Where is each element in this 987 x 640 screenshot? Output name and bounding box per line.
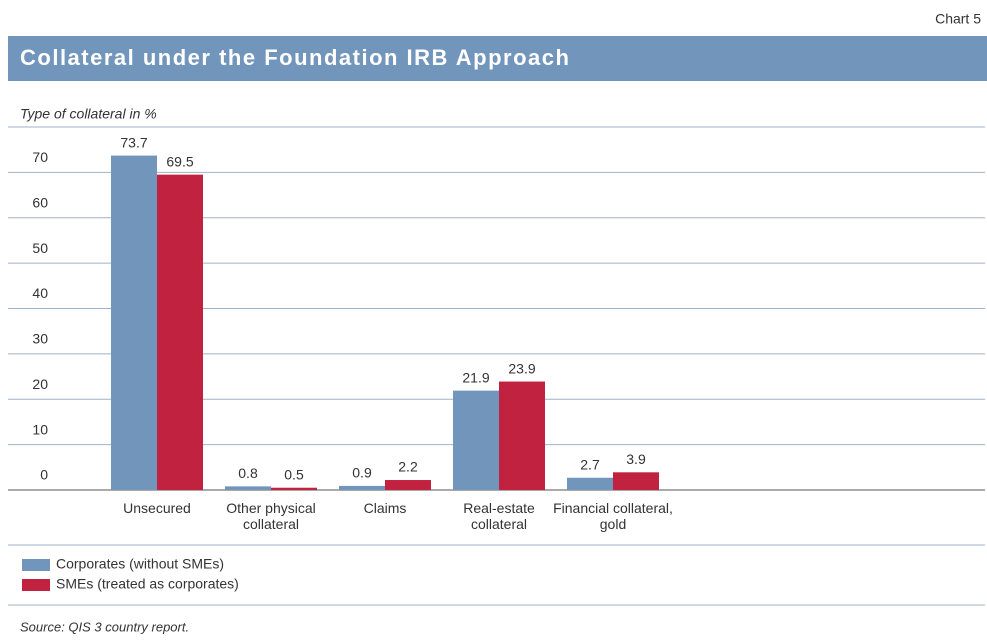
value-label: 0.5 xyxy=(284,466,304,482)
y-tick-label: 60 xyxy=(32,194,48,210)
value-label: 2.7 xyxy=(580,456,600,472)
x-tick-label: Financial collateral, gold xyxy=(553,500,673,532)
y-tick-label: 70 xyxy=(32,149,48,165)
value-label: 73.7 xyxy=(120,134,147,150)
bar xyxy=(339,485,385,490)
legend-label: SMEs (treated as corporates) xyxy=(56,576,239,592)
value-label: 3.9 xyxy=(626,451,646,467)
x-tick-label: Other physical collateral xyxy=(226,500,316,532)
chart-title: Collateral under the Foundation IRB Appr… xyxy=(20,45,570,70)
bar xyxy=(225,486,271,490)
legend-swatch xyxy=(22,579,50,591)
value-label: 0.8 xyxy=(238,465,258,481)
value-label: 23.9 xyxy=(508,360,535,376)
y-tick-label: 10 xyxy=(32,421,48,437)
bar xyxy=(157,174,203,491)
chart-number: Chart 5 xyxy=(935,11,981,27)
bar xyxy=(111,155,157,490)
bar xyxy=(499,381,545,490)
y-tick-label: 0 xyxy=(40,467,48,483)
y-tick-label: 50 xyxy=(32,240,48,256)
value-label: 0.9 xyxy=(352,465,372,481)
legend-swatch xyxy=(22,559,50,571)
bar xyxy=(271,487,317,490)
bar xyxy=(385,480,431,490)
x-tick-label: Claims xyxy=(363,500,407,516)
title-bar xyxy=(8,36,987,81)
x-tick-label: Real-estate collateral xyxy=(463,500,535,532)
source: Source: QIS 3 country report. xyxy=(20,619,189,634)
bar xyxy=(613,472,659,490)
value-label: 69.5 xyxy=(166,153,193,169)
value-label: 21.9 xyxy=(462,369,489,385)
y-tick-label: 30 xyxy=(32,331,48,347)
bar xyxy=(567,477,613,490)
value-label: 2.2 xyxy=(398,459,418,475)
y-tick-label: 40 xyxy=(32,285,48,301)
y-axis-label: Type of collateral in % xyxy=(20,106,157,122)
bar xyxy=(453,390,499,490)
y-tick-label: 20 xyxy=(32,376,48,392)
legend-label: Corporates (without SMEs) xyxy=(56,556,224,572)
x-tick-label: Unsecured xyxy=(123,500,191,516)
